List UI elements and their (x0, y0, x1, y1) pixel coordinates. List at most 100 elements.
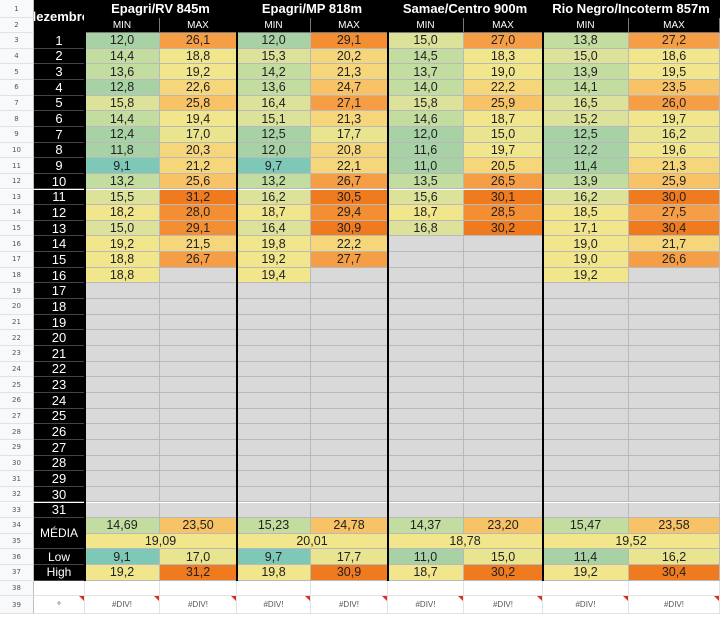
temperature-cell[interactable]: 12,5 (237, 126, 311, 143)
empty-cell[interactable] (160, 471, 237, 487)
temperature-cell[interactable]: 26,6 (629, 252, 720, 268)
temperature-cell[interactable]: 19,0 (543, 252, 629, 268)
day-cell[interactable]: 30 (34, 486, 85, 503)
empty-cell[interactable] (160, 330, 237, 346)
temperature-cell[interactable]: 30,4 (629, 220, 720, 237)
empty-cell[interactable] (237, 455, 311, 472)
temperature-cell[interactable]: 11,8 (85, 142, 160, 159)
empty-cell[interactable] (388, 252, 464, 268)
temperature-cell[interactable]: 29,1 (311, 33, 388, 49)
empty-cell[interactable] (85, 502, 160, 519)
temperature-cell[interactable]: 15,8 (388, 95, 464, 112)
temperature-cell[interactable]: 27,1 (311, 95, 388, 112)
temperature-cell[interactable]: 13,6 (85, 64, 160, 80)
temperature-cell[interactable]: 25,9 (464, 95, 543, 112)
empty-cell[interactable] (85, 424, 160, 440)
temperature-cell[interactable]: 12,5 (543, 126, 629, 143)
temperature-cell[interactable]: 16,2 (237, 189, 311, 206)
empty-cell[interactable] (237, 439, 311, 456)
empty-cell[interactable] (629, 392, 720, 409)
temperature-cell[interactable]: 20,3 (160, 142, 237, 159)
station-header[interactable]: Epagri/RV 845m (85, 0, 237, 18)
empty-cell[interactable] (85, 346, 160, 362)
row-number[interactable]: 5 (0, 64, 34, 80)
empty-cell[interactable] (85, 283, 160, 300)
empty-cell[interactable] (388, 267, 464, 284)
empty-cell[interactable] (311, 471, 388, 487)
row-number[interactable]: 23 (0, 346, 34, 362)
low-value[interactable]: 11,0 (388, 549, 464, 566)
low-value[interactable]: 17,7 (311, 549, 388, 566)
empty-cell[interactable] (85, 439, 160, 456)
empty-cell[interactable] (311, 455, 388, 472)
day-cell[interactable]: 6 (34, 111, 85, 127)
error-cell[interactable]: #DIV! (464, 596, 543, 615)
temperature-cell[interactable]: 19,0 (464, 64, 543, 80)
empty-cell[interactable] (160, 346, 237, 362)
temperature-cell[interactable]: 18,3 (464, 48, 543, 65)
day-cell[interactable]: 24 (34, 392, 85, 409)
temperature-cell[interactable]: 21,3 (311, 64, 388, 80)
day-cell[interactable]: 19 (34, 314, 85, 331)
row-number[interactable]: 29 (0, 439, 34, 456)
high-value[interactable]: 19,2 (85, 565, 160, 581)
temperature-cell[interactable]: 16,5 (543, 95, 629, 112)
temperature-cell[interactable]: 19,8 (237, 236, 311, 253)
media-value[interactable]: 23,58 (629, 518, 720, 534)
empty-cell[interactable] (85, 377, 160, 393)
row-number[interactable]: 9 (0, 126, 34, 143)
media-value[interactable]: 14,69 (85, 518, 160, 534)
row-number[interactable]: 35 (0, 533, 34, 550)
temperature-cell[interactable]: 14,0 (388, 79, 464, 96)
temperature-cell[interactable]: 20,5 (464, 158, 543, 174)
empty-cell[interactable] (237, 299, 311, 315)
empty-cell[interactable] (160, 361, 237, 378)
temperature-cell[interactable]: 27,7 (311, 252, 388, 268)
empty-cell[interactable] (237, 361, 311, 378)
error-cell[interactable]: #DIV! (388, 596, 464, 615)
day-cell[interactable]: 20 (34, 330, 85, 346)
temperature-cell[interactable]: 25,9 (629, 173, 720, 190)
blank-cell[interactable] (629, 580, 720, 597)
row-number[interactable]: 16 (0, 236, 34, 253)
station-header[interactable]: Samae/Centro 900m (388, 0, 543, 18)
temperature-cell[interactable]: 19,7 (629, 111, 720, 127)
empty-cell[interactable] (464, 502, 543, 519)
blank-cell[interactable] (464, 580, 543, 597)
row-number[interactable]: 14 (0, 205, 34, 221)
empty-cell[interactable] (464, 439, 543, 456)
empty-cell[interactable] (464, 299, 543, 315)
temperature-cell[interactable]: 21,3 (629, 158, 720, 174)
day-cell[interactable]: 21 (34, 346, 85, 362)
empty-cell[interactable] (311, 392, 388, 409)
temperature-cell[interactable]: 18,2 (85, 205, 160, 221)
empty-cell[interactable] (464, 408, 543, 425)
empty-cell[interactable] (543, 502, 629, 519)
temperature-cell[interactable]: 27,5 (629, 205, 720, 221)
empty-cell[interactable] (464, 252, 543, 268)
temperature-cell[interactable]: 13,2 (237, 173, 311, 190)
high-value[interactable]: 19,8 (237, 565, 311, 581)
empty-cell[interactable] (237, 346, 311, 362)
temperature-cell[interactable]: 30,1 (464, 189, 543, 206)
empty-cell[interactable] (160, 502, 237, 519)
error-row-label[interactable]: º (34, 596, 85, 615)
row-number[interactable]: 33 (0, 502, 34, 519)
temperature-cell[interactable]: 9,7 (237, 158, 311, 174)
empty-cell[interactable] (160, 392, 237, 409)
temperature-cell[interactable]: 21,2 (160, 158, 237, 174)
row-number[interactable]: 28 (0, 424, 34, 440)
low-value[interactable]: 9,1 (85, 549, 160, 566)
temperature-cell[interactable]: 15,2 (543, 111, 629, 127)
temperature-cell[interactable]: 26,7 (311, 173, 388, 190)
row-number[interactable]: 34 (0, 518, 34, 534)
empty-cell[interactable] (388, 283, 464, 300)
row-number[interactable]: 27 (0, 408, 34, 425)
temperature-cell[interactable]: 17,1 (543, 220, 629, 237)
day-cell[interactable]: 3 (34, 64, 85, 80)
row-number[interactable]: 22 (0, 330, 34, 346)
temperature-cell[interactable]: 15,0 (85, 220, 160, 237)
empty-cell[interactable] (629, 377, 720, 393)
media-overall[interactable]: 18,78 (388, 533, 543, 550)
empty-cell[interactable] (237, 330, 311, 346)
